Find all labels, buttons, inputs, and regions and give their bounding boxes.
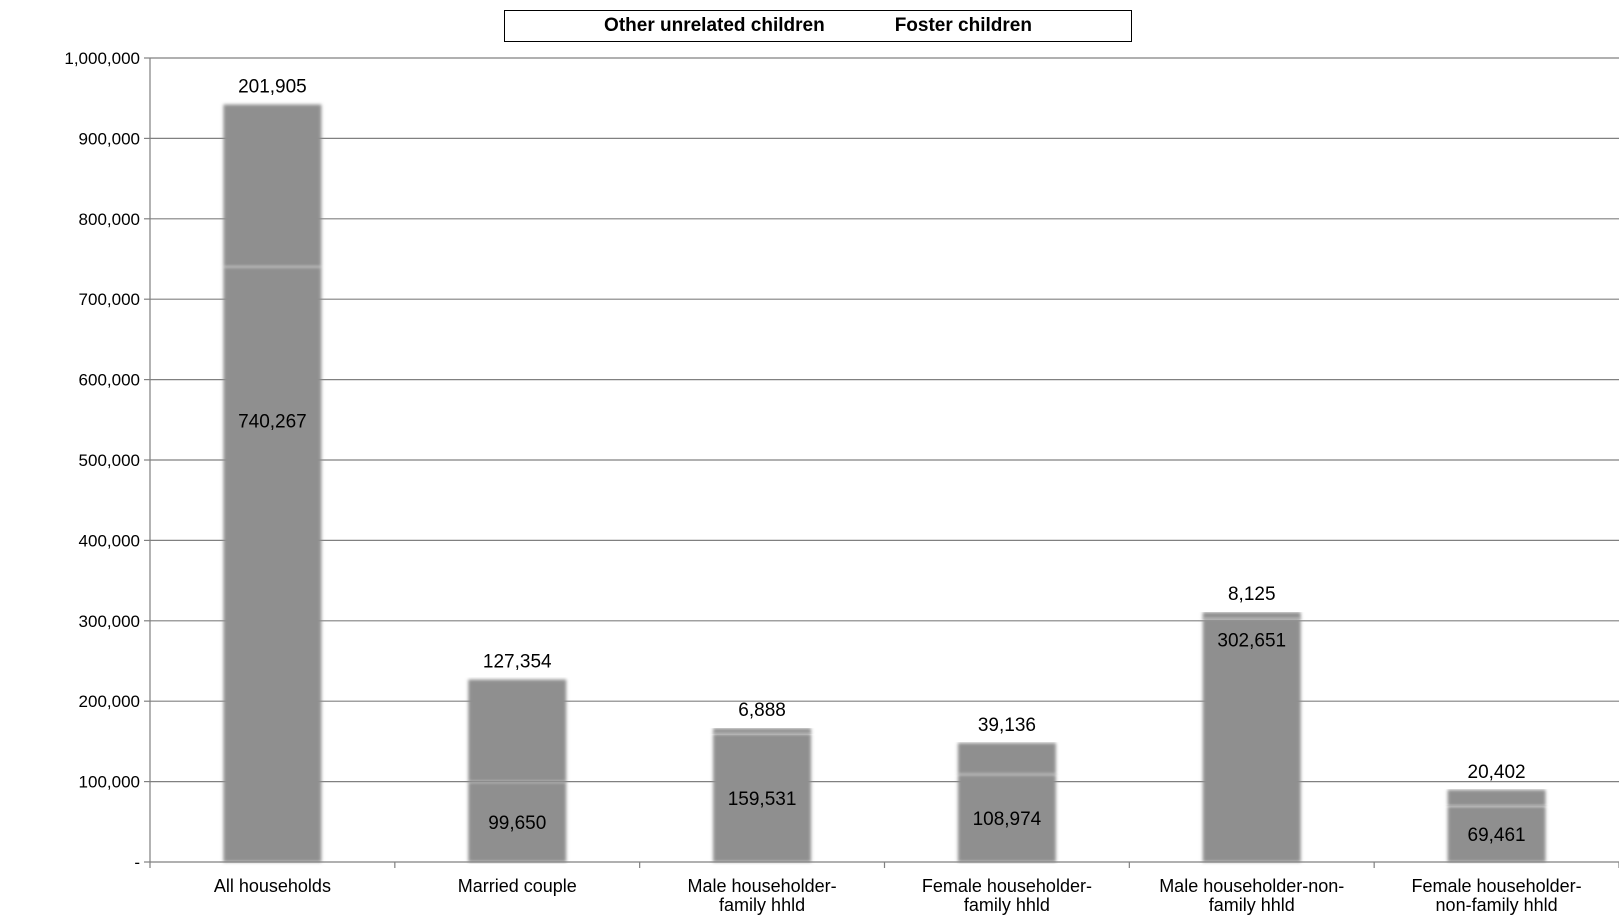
y-tick-label: 1,000,000 <box>64 49 140 68</box>
x-category-label-line: Female householder- <box>1412 876 1582 896</box>
bar-other-unrelated-children <box>1202 618 1301 862</box>
y-tick-label: 500,000 <box>79 451 140 470</box>
x-category-label: Male householder-family hhld <box>688 876 837 915</box>
y-tick-label: 900,000 <box>79 129 140 148</box>
data-label-foster-children: 8,125 <box>1228 584 1276 605</box>
bar-foster-children <box>223 104 322 267</box>
x-category-label-line: All households <box>214 876 331 896</box>
x-category-label-line: family hhld <box>719 895 805 915</box>
data-label-other-unrelated-children: 740,267 <box>238 412 307 433</box>
x-category-label: Female householder-family hhld <box>922 876 1092 915</box>
data-label-other-unrelated-children: 108,974 <box>973 809 1042 830</box>
data-label-other-unrelated-children: 159,531 <box>728 789 797 810</box>
bar-foster-children <box>713 728 812 734</box>
bar-foster-children <box>1447 789 1546 807</box>
x-category-label-line: Male householder- <box>688 876 837 896</box>
y-tick-label: 300,000 <box>79 612 140 631</box>
y-tick-label: - <box>134 853 140 872</box>
x-category-label-line: non-family hhld <box>1436 895 1558 915</box>
y-tick-label: 100,000 <box>79 773 140 792</box>
data-label-foster-children: 39,136 <box>978 715 1036 736</box>
data-label-other-unrelated-children: 69,461 <box>1468 825 1526 846</box>
x-category-label-line: family hhld <box>964 895 1050 915</box>
data-label-foster-children: 20,402 <box>1468 762 1526 783</box>
data-label-foster-children: 127,354 <box>483 651 552 672</box>
bar-other-unrelated-children <box>713 733 812 862</box>
bar-foster-children <box>957 742 1056 775</box>
x-category-label: All households <box>214 876 331 896</box>
y-tick-label: 800,000 <box>79 210 140 229</box>
x-category-label-line: Female householder- <box>922 876 1092 896</box>
y-tick-label: 700,000 <box>79 290 140 309</box>
legend-item-other-unrelated-children: Other unrelated children <box>604 15 825 36</box>
x-category-label: Female householder-non-family hhld <box>1412 876 1582 915</box>
bar-other-unrelated-children <box>223 266 322 862</box>
bar-other-unrelated-children <box>957 774 1056 862</box>
y-tick-label: 400,000 <box>79 531 140 550</box>
bar-foster-children <box>468 679 567 782</box>
x-category-label: Married couple <box>458 876 577 896</box>
x-category-label-line: family hhld <box>1209 895 1295 915</box>
x-category-label-line: Married couple <box>458 876 577 896</box>
bar-other-unrelated-children <box>468 781 567 862</box>
x-category-label-line: Male householder-non- <box>1159 876 1344 896</box>
y-tick-label: 200,000 <box>79 692 140 711</box>
y-tick-label: 600,000 <box>79 371 140 390</box>
data-label-other-unrelated-children: 99,650 <box>488 813 546 834</box>
x-category-label: Male householder-non-family hhld <box>1159 876 1344 915</box>
legend: Other unrelated children Foster children <box>504 10 1132 42</box>
bar-foster-children <box>1202 612 1301 619</box>
legend-item-foster-children: Foster children <box>894 15 1032 36</box>
data-label-other-unrelated-children: 302,651 <box>1217 631 1286 652</box>
data-label-foster-children: 6,888 <box>738 700 786 721</box>
bar-other-unrelated-children <box>1447 806 1546 862</box>
data-label-foster-children: 201,905 <box>238 76 307 97</box>
